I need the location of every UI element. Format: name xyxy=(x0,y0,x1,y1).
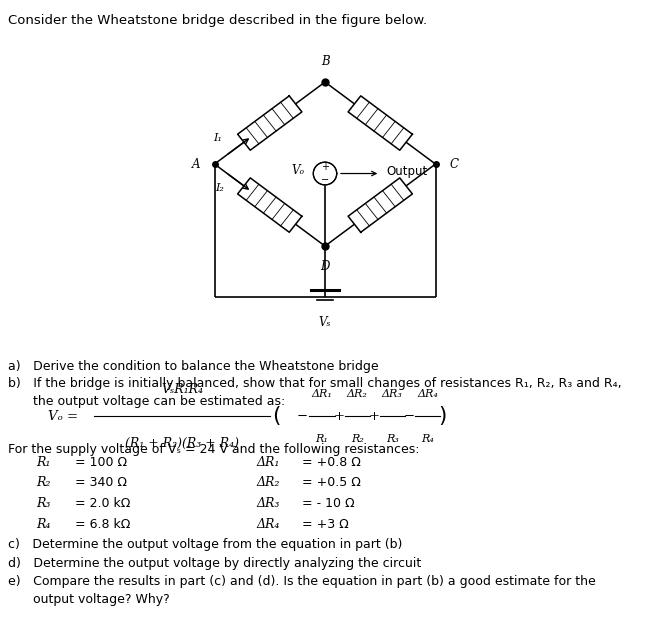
Circle shape xyxy=(313,162,337,185)
Text: ): ) xyxy=(438,406,446,427)
Text: c) Determine the output voltage from the equation in part (b): c) Determine the output voltage from the… xyxy=(8,538,402,551)
Text: = +0.8 Ω: = +0.8 Ω xyxy=(302,456,361,469)
Text: ΔR₄: ΔR₄ xyxy=(257,518,280,531)
Text: ΔR₃: ΔR₃ xyxy=(257,497,280,510)
Text: R₂: R₂ xyxy=(36,476,50,490)
Text: R₃: R₃ xyxy=(386,434,398,444)
Text: the output voltage can be estimated as:: the output voltage can be estimated as: xyxy=(8,395,285,408)
Text: ΔR₄: ΔR₄ xyxy=(417,389,438,399)
Text: d) Determine the output voltage by directly analyzing the circuit: d) Determine the output voltage by direc… xyxy=(8,557,421,570)
Text: ΔR₃: ΔR₃ xyxy=(382,389,403,399)
Text: −: − xyxy=(403,410,415,423)
Text: e) Compare the results in part (c) and (d). Is the equation in part (b) a good e: e) Compare the results in part (c) and (… xyxy=(8,575,595,589)
Text: (: ( xyxy=(272,406,280,427)
Text: +: + xyxy=(321,162,329,172)
Text: Output: Output xyxy=(387,165,428,178)
Text: = +3 Ω: = +3 Ω xyxy=(302,518,349,531)
Text: R₁: R₁ xyxy=(36,456,50,469)
Text: R₁: R₁ xyxy=(316,434,328,444)
Text: R₂: R₂ xyxy=(351,434,363,444)
Text: R₃: R₃ xyxy=(36,497,50,510)
Text: Vₒ: Vₒ xyxy=(291,164,304,177)
Text: −: − xyxy=(321,175,329,185)
Text: ΔR₁: ΔR₁ xyxy=(311,389,333,399)
Text: = +0.5 Ω: = +0.5 Ω xyxy=(302,476,361,490)
Text: = 100 Ω: = 100 Ω xyxy=(75,456,127,469)
Text: Consider the Wheatstone bridge described in the figure below.: Consider the Wheatstone bridge described… xyxy=(8,14,427,27)
Text: B: B xyxy=(320,55,330,68)
Text: +: + xyxy=(333,410,344,423)
Text: = 2.0 kΩ: = 2.0 kΩ xyxy=(75,497,130,510)
Text: R₄: R₄ xyxy=(36,518,50,531)
Text: D: D xyxy=(320,260,330,273)
Text: (R₁ + R₂)(R₃ + R₄): (R₁ + R₂)(R₃ + R₄) xyxy=(125,437,239,451)
Text: ΔR₂: ΔR₂ xyxy=(257,476,280,490)
Text: For the supply voltage of Vₛ = 24 V and the following resistances:: For the supply voltage of Vₛ = 24 V and … xyxy=(8,443,419,456)
Text: −: − xyxy=(296,410,308,423)
Text: ΔR₁: ΔR₁ xyxy=(257,456,280,469)
Text: = - 10 Ω: = - 10 Ω xyxy=(302,497,355,510)
Text: a) Derive the condition to balance the Wheatstone bridge: a) Derive the condition to balance the W… xyxy=(8,360,378,373)
Text: C: C xyxy=(450,158,459,170)
Text: = 340 Ω: = 340 Ω xyxy=(75,476,127,490)
Text: +: + xyxy=(369,410,379,423)
Text: b) If the bridge is initially balanced, show that for small changes of resistanc: b) If the bridge is initially balanced, … xyxy=(8,377,621,391)
Text: I₁: I₁ xyxy=(214,133,222,143)
Text: output voltage? Why?: output voltage? Why? xyxy=(8,593,170,606)
Text: I₂: I₂ xyxy=(215,184,224,194)
Text: A: A xyxy=(192,158,200,170)
Text: Vₛ: Vₛ xyxy=(318,316,332,329)
Text: Vₒ =: Vₒ = xyxy=(48,410,78,423)
Text: = 6.8 kΩ: = 6.8 kΩ xyxy=(75,518,130,531)
Text: ΔR₂: ΔR₂ xyxy=(346,389,368,399)
Text: VₛR₁R₄: VₛR₁R₄ xyxy=(161,382,203,396)
Text: R₄: R₄ xyxy=(421,434,434,444)
